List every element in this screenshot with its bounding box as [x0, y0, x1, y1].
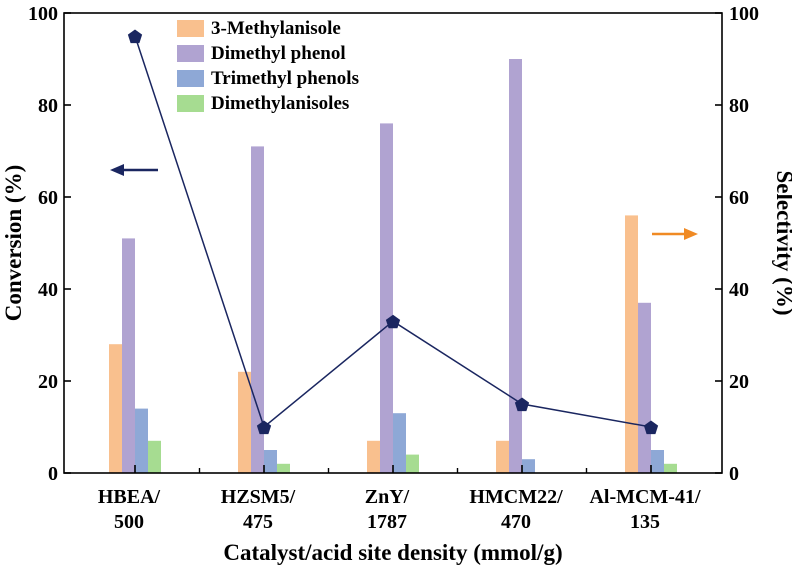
conversion-marker [643, 420, 659, 435]
axes-layer: 0 0 20 20 40 40 60 60 80 80 100 100 HBEA/500 HZSM5/47… [28, 3, 759, 533]
bar [638, 302, 651, 473]
left-axis-arrowhead [110, 164, 124, 176]
left-tick-label: 0 [48, 463, 58, 485]
y-axis-left-title: Conversion (%) [1, 165, 26, 322]
right-tick-label: 20 [729, 371, 749, 393]
left-tick-label: 20 [38, 371, 58, 393]
conversion-marker [514, 397, 530, 412]
bars-layer [109, 59, 677, 474]
bar [406, 454, 419, 473]
x-tick-label: HZSM5/ [221, 486, 296, 508]
right-tick-label: 100 [729, 3, 759, 25]
right-axis-arrowhead [684, 228, 698, 240]
bar [277, 463, 290, 473]
bar [251, 146, 264, 473]
bar [238, 371, 251, 473]
legend-label: Trimethyl phenols [211, 68, 359, 89]
bar [522, 459, 535, 473]
left-tick-label: 60 [38, 187, 58, 209]
legend-swatch [177, 95, 204, 112]
bar [393, 413, 406, 473]
x-tick-label: 470 [501, 511, 531, 533]
x-tick-label: 1787 [367, 511, 407, 533]
y-axis-right-title: Selectivity (%) [772, 171, 792, 316]
bar [380, 123, 393, 474]
x-tick-label: HMCM22/ [469, 486, 563, 508]
legend-swatch [177, 20, 204, 37]
bar [367, 440, 380, 473]
bar [625, 215, 638, 473]
legend-swatch [177, 70, 204, 87]
right-tick-label: 0 [729, 463, 739, 485]
legend-label: 3-Methylanisole [211, 18, 341, 39]
left-tick-label: 80 [38, 95, 58, 117]
bar [109, 344, 122, 473]
bar [135, 408, 148, 473]
left-tick-label: 40 [38, 279, 58, 301]
left-tick-label: 100 [28, 3, 58, 25]
x-tick-label: Al-MCM-41/ [589, 486, 701, 508]
x-tick-label: 135 [630, 511, 660, 533]
bar [148, 440, 161, 473]
right-tick-label: 40 [729, 279, 749, 301]
conversion-line-layer [127, 29, 659, 435]
x-tick-label: HBEA/ [98, 486, 161, 508]
bar [651, 450, 664, 473]
axis-arrows [110, 164, 698, 240]
legend: 3-Methylanisole Dimethyl phenol Trimethyl … [177, 18, 359, 114]
conversion-marker [385, 314, 401, 329]
right-tick-label: 60 [729, 187, 749, 209]
legend-label: Dimethyl phenol [211, 43, 346, 64]
bar [664, 463, 677, 473]
bar [496, 440, 509, 473]
legend-label: Dimethylanisoles [211, 93, 349, 114]
bar [122, 238, 135, 473]
conversion-marker [127, 29, 143, 44]
right-tick-label: 80 [729, 95, 749, 117]
conversion-marker [256, 420, 272, 435]
x-tick-label: ZnY/ [365, 486, 410, 508]
x-tick-label: 500 [114, 511, 144, 533]
legend-swatch [177, 45, 204, 62]
bar [509, 59, 522, 473]
x-tick-label: 475 [243, 511, 273, 533]
x-axis-title: Catalyst/acid site density (mmol/g) [223, 540, 562, 565]
bar [264, 450, 277, 473]
